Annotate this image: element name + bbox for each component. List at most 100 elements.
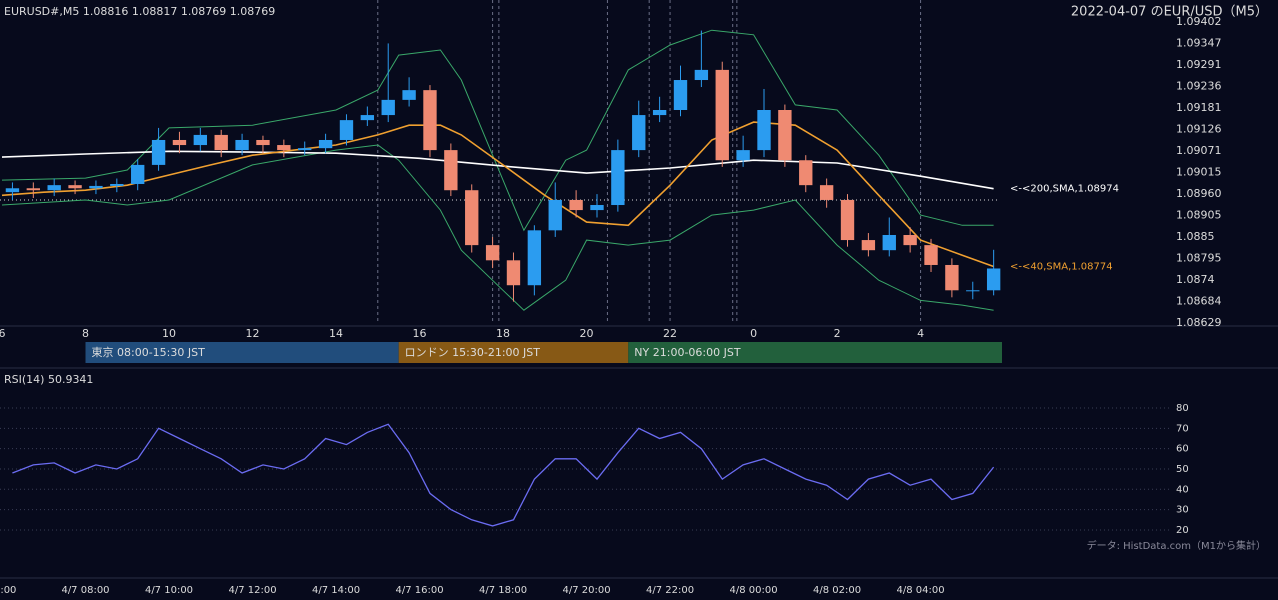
candle-body	[611, 150, 625, 206]
y-tick-label: 80	[1176, 403, 1189, 414]
candle-body	[256, 139, 270, 146]
candle-body	[548, 199, 562, 231]
y-tick-label: 1.0874	[1176, 273, 1215, 286]
candle-body	[47, 185, 61, 191]
candle-body	[882, 234, 896, 251]
candle-body	[527, 230, 542, 286]
y-tick-label: 1.08905	[1176, 209, 1222, 222]
x-tick-label: 0	[750, 327, 757, 340]
candle-body	[277, 145, 291, 151]
y-tick-label: 1.08795	[1176, 251, 1222, 264]
candle-body	[945, 264, 959, 291]
candle-body	[819, 185, 834, 200]
candle-body	[172, 139, 187, 146]
y-tick-label: 30	[1176, 505, 1189, 516]
candle-body	[151, 139, 166, 165]
x-tick-label: 16	[413, 327, 427, 340]
x-tick-label: 8	[82, 327, 89, 340]
x-tick-label: 4/7 08:00	[61, 585, 109, 596]
x-tick-label: 4/7 16:00	[395, 585, 443, 596]
rsi-title: RSI(14) 50.9341	[4, 373, 93, 386]
y-tick-label: 1.09071	[1176, 144, 1222, 157]
candle-body	[193, 134, 208, 146]
candle-body	[966, 290, 980, 292]
y-tick-label: 1.09181	[1176, 101, 1222, 114]
x-tick-label: 06:00	[0, 585, 16, 596]
candle-body	[235, 139, 249, 151]
candle-body	[632, 115, 646, 151]
candle-body	[110, 183, 124, 186]
sma-label: <-<40,SMA,1.08774	[1010, 262, 1113, 273]
candle-body	[903, 234, 917, 246]
sma-line	[1, 150, 994, 190]
candle-body	[736, 150, 750, 161]
x-tick-label: 12	[246, 327, 260, 340]
x-tick-label: 20	[580, 327, 594, 340]
chart-title: EURUSD#,M5 1.08816 1.08817 1.08769 1.087…	[4, 5, 275, 18]
x-tick-label: 4/7 20:00	[563, 585, 611, 596]
y-tick-label: 1.09402	[1176, 15, 1222, 28]
sma-label: <-<200,SMA,1.08974	[1010, 184, 1119, 195]
candle-body	[298, 148, 312, 151]
y-tick-label: 1.09347	[1176, 36, 1222, 49]
candle-body	[694, 69, 709, 81]
x-tick-label: 4/8 00:00	[730, 585, 778, 596]
candle-body	[5, 188, 20, 193]
candle-body	[423, 90, 437, 151]
y-tick-label: 50	[1176, 464, 1189, 475]
x-tick-label: 22	[663, 327, 677, 340]
candle-body	[68, 185, 82, 189]
y-tick-label: 1.09236	[1176, 80, 1222, 93]
x-tick-label: 6	[0, 327, 6, 340]
y-tick-label: 1.09015	[1176, 166, 1222, 179]
session-band	[85, 342, 399, 363]
candle-body	[778, 110, 792, 161]
candle-body	[318, 139, 333, 149]
candle-body	[799, 160, 813, 186]
session-label: NY 21:00-06:00 JST	[634, 346, 741, 359]
x-tick-label: 4/7 14:00	[312, 585, 360, 596]
x-tick-label: 4/8 02:00	[813, 585, 861, 596]
candle-body	[986, 268, 1001, 291]
candle-body	[569, 199, 583, 211]
sma-line	[1, 121, 994, 268]
x-tick-label: 4/7 22:00	[646, 585, 694, 596]
y-tick-label: 1.0885	[1176, 230, 1215, 243]
candle-body	[402, 90, 416, 100]
y-tick-label: 60	[1176, 444, 1189, 455]
candle-body	[214, 134, 228, 151]
candle-body	[506, 260, 521, 286]
y-tick-label: 1.08684	[1176, 295, 1222, 308]
y-tick-label: 1.08629	[1176, 316, 1222, 329]
y-tick-label: 20	[1176, 525, 1189, 536]
candle-body	[360, 115, 375, 121]
candle-body	[652, 110, 667, 116]
session-band	[628, 342, 1002, 363]
x-tick-label: 14	[329, 327, 343, 340]
y-tick-label: 1.08960	[1176, 187, 1222, 200]
candle-body	[26, 188, 40, 191]
x-tick-label: 4/8 04:00	[897, 585, 945, 596]
candle-body	[89, 185, 103, 189]
session-band	[398, 342, 629, 363]
candle-body	[131, 164, 145, 184]
candle-body	[673, 80, 688, 111]
bollinger-lower	[1, 144, 994, 311]
x-tick-label: 18	[496, 327, 510, 340]
candle-body	[381, 99, 395, 116]
x-tick-label: 10	[162, 327, 176, 340]
candle-body	[590, 205, 604, 211]
y-tick-label: 1.09126	[1176, 122, 1222, 135]
candle-body	[485, 245, 500, 261]
candle-body	[339, 120, 354, 140]
candle-body	[715, 69, 729, 161]
source-note: データ: HistData.com（M1から集計）	[1087, 539, 1266, 552]
rsi-line	[12, 423, 995, 527]
x-tick-label: 2	[834, 327, 841, 340]
candle-body	[924, 245, 938, 265]
candle-body	[444, 150, 458, 191]
x-tick-label: 4/7 18:00	[479, 585, 527, 596]
y-tick-label: 1.09291	[1176, 58, 1222, 71]
